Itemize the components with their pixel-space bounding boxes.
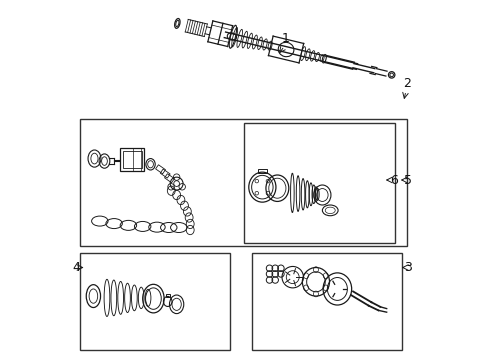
- Text: 2: 2: [402, 77, 410, 90]
- Text: 5: 5: [403, 174, 411, 186]
- Bar: [123, 151, 142, 168]
- Text: 1: 1: [281, 32, 289, 45]
- Ellipse shape: [174, 18, 180, 28]
- Bar: [166, 294, 169, 297]
- Bar: [164, 174, 174, 183]
- Text: 6: 6: [390, 174, 398, 186]
- Bar: [244, 123, 394, 243]
- Bar: [80, 119, 406, 246]
- Bar: [155, 165, 165, 174]
- Bar: [258, 169, 266, 173]
- Bar: [120, 148, 144, 171]
- Text: 4: 4: [72, 261, 80, 274]
- Bar: [251, 253, 401, 350]
- Text: 3: 3: [404, 261, 411, 274]
- Bar: [80, 253, 230, 350]
- Bar: [160, 169, 170, 178]
